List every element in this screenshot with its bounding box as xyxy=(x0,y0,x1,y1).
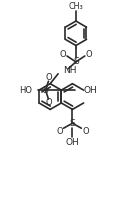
Text: O: O xyxy=(45,73,52,82)
Text: S: S xyxy=(73,57,79,66)
Text: O: O xyxy=(56,127,63,136)
Text: HO: HO xyxy=(19,86,32,95)
Text: CH₃: CH₃ xyxy=(69,2,83,11)
Text: O: O xyxy=(45,99,52,107)
Text: O: O xyxy=(85,50,92,59)
Text: OH: OH xyxy=(66,138,79,146)
Text: OH: OH xyxy=(83,86,97,95)
Text: NH: NH xyxy=(63,66,77,75)
Text: S: S xyxy=(70,119,75,128)
Text: S: S xyxy=(43,86,48,95)
Text: O: O xyxy=(60,50,66,59)
Text: O: O xyxy=(82,127,89,136)
